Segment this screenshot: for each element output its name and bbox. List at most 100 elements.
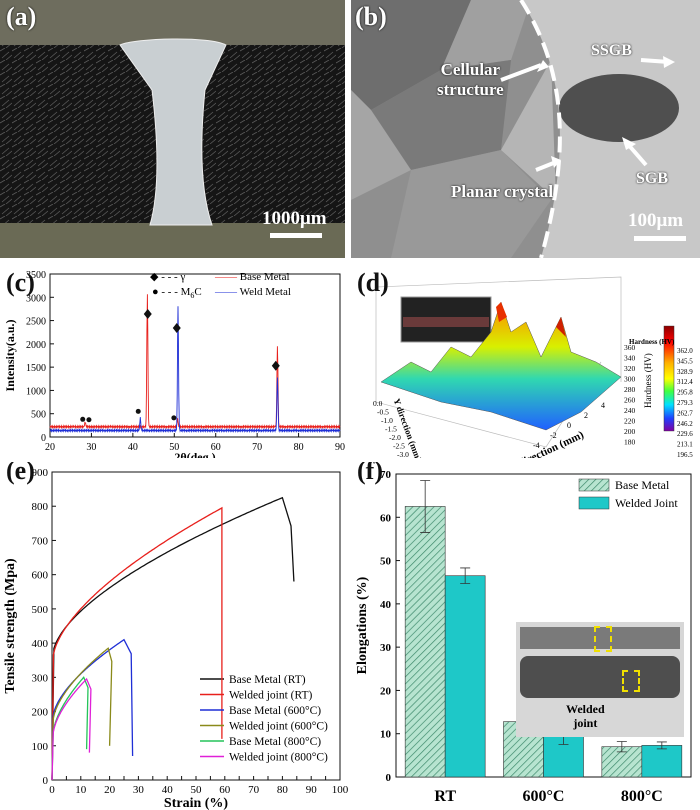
x-tick-label: 80	[294, 442, 304, 453]
scale-bar	[270, 233, 322, 238]
panel-d-hardness: Hardness (HV) 362.0 345.5 328.9 312.4 295.8 2…	[351, 262, 700, 458]
legend-label: Base Metal	[615, 478, 670, 492]
legend-gamma: ◆ - - - γ	[150, 271, 186, 283]
annotation-sgb: SGB	[636, 170, 669, 187]
weld-cross-section-image	[0, 0, 345, 258]
panel-label: (f)	[357, 462, 383, 485]
y-tick-label: 700	[32, 535, 49, 547]
legend-gamma-label: γ	[180, 271, 186, 283]
y-tick-label: 0	[386, 772, 392, 784]
specimen-inset: Welded joint	[516, 622, 684, 737]
tensile-chart: 0 10 20 30 40 50 60 70 80 90 100 0 100 200 300 400 500 60…	[3, 467, 349, 810]
x-tick-label: 90	[306, 784, 318, 796]
x-tick-label: 60	[219, 784, 231, 796]
inset-label-line2: joint	[573, 716, 598, 730]
specimen-top	[520, 627, 680, 649]
m6c-marker	[80, 416, 86, 422]
x-axis-label: Strain (%)	[164, 796, 229, 810]
x-tick-label: 70	[248, 784, 260, 796]
z-tick-label: 360	[624, 343, 636, 352]
annotation-cellular: Cellular structure	[437, 60, 504, 100]
weld-marker-bottom	[622, 670, 640, 692]
xrd-chart: 20 30 40 50 60 70 80 90 0 500 1000 1500 2000 2500 3000…	[3, 270, 345, 458]
legend-base-label: Base Metal	[239, 271, 290, 283]
bar	[444, 575, 486, 778]
plot-frame	[49, 273, 341, 438]
y-tick-label: 300	[32, 672, 49, 684]
gamma-marker	[143, 309, 152, 320]
panel-c-xrd: 20 30 40 50 60 70 80 90 0 500 1000 1500 2000 2500 3000…	[0, 262, 350, 458]
y-tick-label: 0	[41, 433, 46, 444]
annotation-cellular-line2: structure	[437, 80, 504, 99]
xrd-line-weld-metal	[49, 306, 341, 434]
hardness-3d-plot: Hardness (HV) 362.0 345.5 328.9 312.4 295.8 2…	[373, 276, 693, 458]
annotation-planar: Planar crystal	[451, 182, 554, 201]
x-tick-label: -2	[550, 431, 557, 440]
legend-swatch	[578, 478, 610, 492]
legend-weld-label: Weld Metal	[239, 286, 291, 298]
inset-label: Welded joint	[566, 702, 605, 730]
y-tick-label: -3.0	[397, 450, 409, 458]
x-tick-label: 60	[211, 442, 221, 453]
inset-label-line1: Welded	[566, 702, 605, 716]
x-axis-label: 2θ(deg.)	[174, 450, 215, 458]
error-bar	[656, 741, 667, 750]
colorbar-tick-label: 262.7	[677, 409, 693, 417]
error-bar	[420, 480, 431, 533]
y-tick-label: 100	[32, 741, 49, 753]
m6c-marker	[86, 417, 92, 423]
y-tick-label: -0.5	[377, 408, 389, 417]
y-tick-label: 2500	[26, 317, 46, 328]
y-tick-label: 200	[32, 707, 49, 719]
annotation-cellular-line1: Cellular	[440, 60, 501, 79]
panel-label: (d)	[357, 268, 389, 297]
y-tick-label: -1.5	[385, 425, 397, 434]
panel-label: (c)	[6, 268, 35, 297]
legend-swatch	[578, 496, 610, 510]
y-tick-label: 30	[380, 642, 392, 654]
x-tick-label: 50	[191, 784, 203, 796]
tensile-curve	[51, 496, 295, 781]
plot-frame	[51, 471, 341, 781]
y-tick-label: 0	[43, 775, 49, 787]
scale-bar	[634, 236, 686, 241]
xrd-line-base-metal	[49, 294, 341, 430]
legend-m6c: ● - - - M6C	[152, 286, 202, 301]
x-tick-label: 90	[335, 442, 345, 453]
panel-b-micrograph: Cellular structure Planar crystal SSGB S…	[351, 0, 700, 258]
x-tick-label: 30	[86, 442, 96, 453]
y-tick-label: 1000	[26, 386, 46, 397]
y-tick-label: 400	[32, 638, 49, 650]
colorbar-tick-label: 246.2	[677, 420, 693, 428]
panel-a-photo: 1000μm (a)	[0, 0, 345, 258]
y-axis-label: Tensile strength (Mpa)	[3, 558, 18, 694]
z-tick-label: 340	[624, 354, 636, 363]
legend-m6c-label: M	[180, 286, 191, 298]
gamma-marker	[172, 323, 181, 334]
x-tick-label: 20	[45, 442, 55, 453]
legend-weld: —— Weld Metal	[215, 286, 291, 298]
legend-label: Base Metal (800°C)	[229, 736, 321, 748]
y-tick-label: 800	[32, 501, 49, 513]
z-tick-label: 180	[624, 438, 636, 447]
z-tick-label: 280	[624, 385, 636, 394]
y-tick-label: 900	[32, 467, 49, 479]
z-tick-label: 320	[624, 364, 636, 373]
y-tick-label: 600	[32, 570, 49, 582]
tensile-curve	[51, 506, 223, 781]
x-tick-label: 10	[75, 784, 87, 796]
panel-f-elongation: 0 10 20 30 40 50 60 70 Elongations (%) RT 600°C 800…	[351, 462, 700, 810]
y-tick-label: 20	[380, 685, 392, 697]
tensile-curve	[51, 677, 92, 781]
scale-label: 1000μm	[262, 208, 327, 229]
colorbar-tick-label: 295.8	[677, 389, 693, 397]
colorbar-tick-label: 196.5	[677, 451, 693, 458]
colorbar-tick-label: 362.0	[677, 347, 693, 355]
colorbar	[663, 325, 675, 432]
colorbar-tick-label: 213.1	[677, 441, 693, 449]
x-tick-label: 40	[128, 442, 138, 453]
x-tick-label: 40	[162, 784, 174, 796]
legend-base: —— Base Metal	[215, 271, 290, 283]
y-axis-label: Intensity(a.u.)	[3, 319, 17, 391]
y-tick-label: 40	[380, 599, 392, 611]
